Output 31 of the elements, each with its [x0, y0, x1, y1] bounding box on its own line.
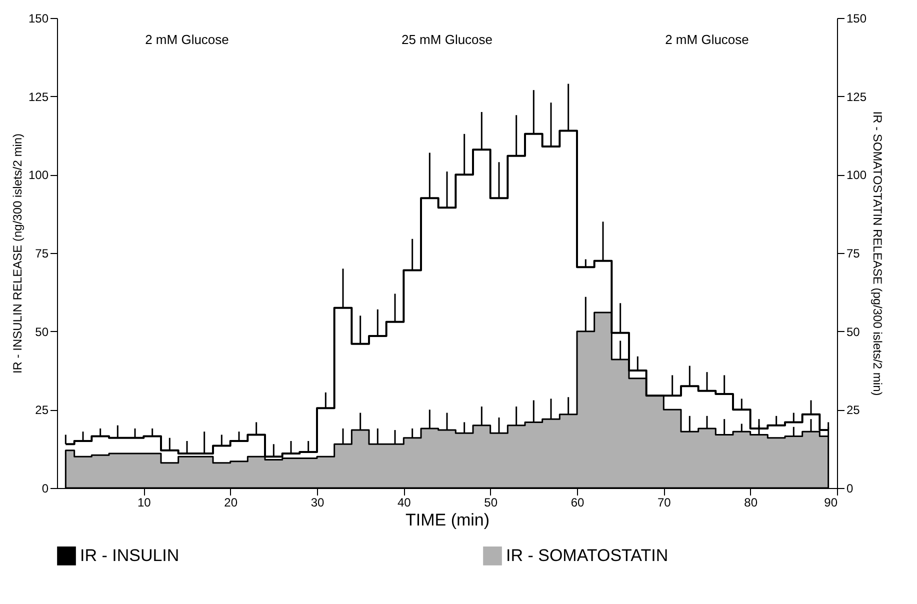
- annotation: 25 mM Glucose: [401, 32, 493, 47]
- y-tick-label: 75: [35, 246, 49, 260]
- y-tick-label: 125: [28, 90, 49, 104]
- y-tick-label: 50: [35, 324, 49, 339]
- legend-label: IR - INSULIN: [80, 546, 180, 565]
- y-tick-label: 150: [28, 12, 49, 26]
- x-tick-label: 70: [657, 496, 672, 510]
- y-axis-title: IR - INSULIN RELEASE (ng/300 islets/2 min): [10, 133, 24, 374]
- y2-tick-label: 100: [846, 168, 867, 182]
- y2-tick-label: 0: [846, 482, 854, 496]
- x-tick-label: 20: [224, 496, 238, 510]
- x-tick-label: 50: [484, 496, 498, 510]
- y2-tick-label: 75: [846, 246, 860, 260]
- y2-tick-label: 25: [846, 403, 860, 418]
- y2-tick-label: 150: [846, 12, 867, 26]
- x-tick-label: 80: [744, 496, 758, 510]
- x-tick-label: 60: [570, 496, 584, 510]
- legend-label: IR - SOMATOSTATIN: [506, 546, 668, 565]
- y-tick-label: 100: [28, 168, 49, 182]
- y-tick-label: 25: [35, 403, 49, 418]
- x-tick-label: 40: [397, 496, 412, 510]
- annotation: 2 mM Glucose: [145, 32, 229, 47]
- y2-axis-title: IR - SOMATOSTATIN RELEASE (pg/300 islets/2 min): [870, 111, 885, 396]
- x-tick-label: 30: [310, 496, 324, 510]
- annotation: 2 mM Glucose: [665, 32, 749, 47]
- x-tick-label: 10: [137, 496, 152, 510]
- y2-tick-label: 125: [846, 90, 867, 104]
- y2-tick-label: 50: [846, 324, 860, 339]
- x-tick-label: 90: [824, 496, 838, 510]
- x-axis-title: TIME (min): [405, 510, 490, 530]
- y-tick-label: 0: [42, 482, 49, 496]
